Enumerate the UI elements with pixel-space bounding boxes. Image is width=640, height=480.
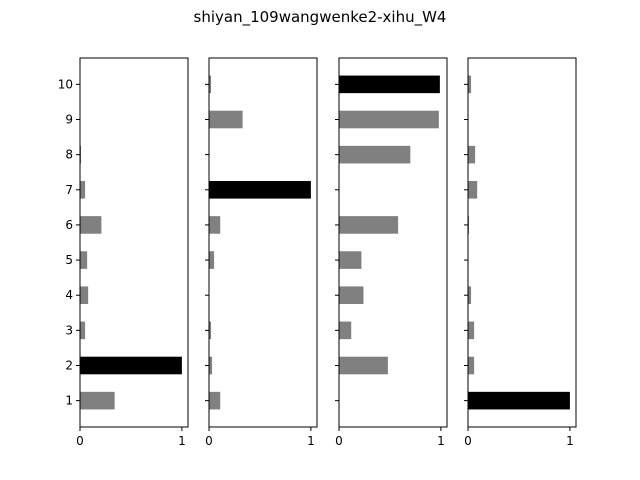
x-tick-label: 1 (437, 434, 445, 448)
bar-panel4-6 (468, 216, 470, 234)
bar-panel3-4 (339, 286, 364, 305)
y-tick-label: 2 (65, 359, 73, 373)
y-tick-label: 7 (65, 183, 73, 197)
bar-panel4-4 (468, 286, 472, 305)
x-tick-label: 1 (307, 434, 315, 448)
y-tick-label: 9 (65, 113, 73, 127)
bar-panel4-7 (468, 180, 478, 199)
bar-panel2-10 (209, 75, 212, 94)
x-tick-label: 1 (178, 434, 186, 448)
bar-panel3-10 (339, 75, 440, 94)
y-tick-label: 4 (65, 288, 73, 302)
panel-1: 1 2 3 4 5 6 7 8 9 10 0 1 (58, 57, 189, 448)
bar-panel2-3 (209, 321, 212, 340)
panel-frame (208, 57, 318, 428)
bar-panel2-2 (209, 356, 213, 375)
y-tick-label: 8 (65, 148, 73, 162)
y-tick-label: 5 (65, 253, 73, 267)
bar-panel2-7 (209, 180, 311, 199)
bar-panel4-1 (468, 391, 570, 410)
bar-panel4-8 (468, 145, 476, 164)
y-tick-label: 1 (65, 394, 73, 408)
bar-panel1-5 (80, 251, 88, 269)
bar-panel1-7 (80, 180, 86, 199)
bar-panel3-3 (339, 321, 352, 340)
panel-frame (79, 57, 189, 428)
bar-panel4-10 (468, 75, 472, 94)
bar-panel4-3 (468, 321, 475, 340)
bar-panel3-6 (339, 216, 399, 234)
bar-panel2-6 (209, 216, 221, 234)
bar-panel3-8 (339, 145, 411, 164)
bar-panel2-9 (209, 110, 243, 129)
x-tick-label: 1 (566, 434, 574, 448)
x-tick-label: 0 (76, 434, 84, 448)
panel-frame (338, 57, 448, 428)
bar-panel1-8 (80, 145, 82, 164)
bar-panel3-2 (339, 356, 388, 375)
y-tick-label: 6 (65, 218, 73, 232)
x-tick-label: 0 (205, 434, 213, 448)
bar-panel3-5 (339, 251, 362, 269)
y-tick-label: 10 (58, 77, 73, 91)
bar-panel1-3 (80, 321, 86, 340)
panel-frame (467, 57, 577, 428)
bar-panel3-9 (339, 110, 439, 129)
y-tick-label: 3 (65, 323, 73, 337)
bar-panel1-6 (80, 216, 102, 234)
chart-title: shiyan_109wangwenke2-xihu_W4 (194, 8, 447, 27)
x-tick-label: 0 (464, 434, 472, 448)
bar-panel2-5 (209, 251, 215, 269)
bar-panel1-4 (80, 286, 89, 305)
x-tick-label: 0 (335, 434, 343, 448)
bar-panel1-2 (80, 356, 182, 375)
bar-panel1-1 (80, 391, 115, 410)
bar-panel4-2 (468, 356, 475, 375)
bar-panel2-1 (209, 391, 221, 410)
